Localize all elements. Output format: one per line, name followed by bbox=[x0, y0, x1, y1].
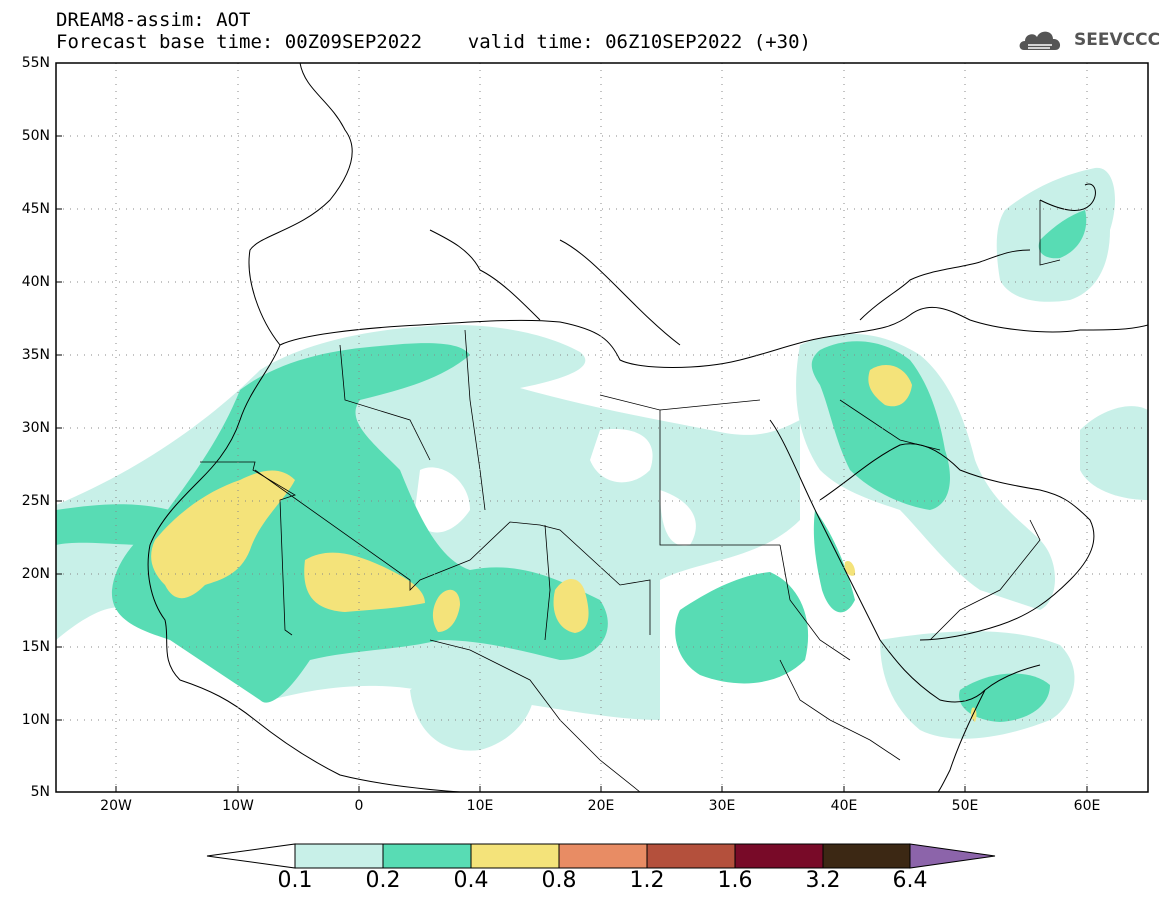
colorbar-segment-6 bbox=[734, 843, 824, 869]
colorbar-label-0.1: 0.1 bbox=[277, 868, 313, 893]
lon-label-50e: 50E bbox=[951, 798, 979, 814]
lat-label-25n: 25N bbox=[21, 493, 50, 509]
colorbar-label-0.8: 0.8 bbox=[541, 868, 577, 893]
lon-label-30e: 30E bbox=[708, 798, 736, 814]
logo-text: SEEVCCC bbox=[1074, 30, 1161, 50]
lon-label-60e: 60E bbox=[1073, 798, 1101, 814]
colorbar-segment-below bbox=[206, 843, 296, 869]
colorbar-segment-1 bbox=[294, 843, 384, 869]
cloud-icon bbox=[1019, 31, 1061, 50]
colorbar-segment-7 bbox=[822, 843, 911, 869]
lat-label-15n: 15N bbox=[21, 639, 50, 655]
lat-label-50n: 50N bbox=[21, 128, 50, 144]
lon-label-10w: 10W bbox=[222, 798, 254, 814]
seevccc-logo: SEEVCCC bbox=[1016, 24, 1160, 56]
lon-label-20w: 20W bbox=[100, 798, 132, 814]
colorbar-label-0.2: 0.2 bbox=[365, 868, 401, 893]
axis-ticks bbox=[56, 135, 1088, 792]
colorbar-segment-2 bbox=[382, 843, 472, 869]
forecast-time-subtitle: Forecast base time: 00Z09SEP2022 valid t… bbox=[56, 31, 811, 53]
colorbar-segment-3 bbox=[470, 843, 560, 869]
lon-label-20e: 20E bbox=[587, 798, 615, 814]
aot-field-0.4 bbox=[151, 365, 977, 722]
lon-label-0: 0 bbox=[354, 798, 364, 814]
colorbar-segment-4 bbox=[558, 843, 648, 869]
lon-label-10e: 10E bbox=[466, 798, 494, 814]
colorbar-label-1.2: 1.2 bbox=[629, 868, 665, 893]
lat-label-40n: 40N bbox=[21, 274, 50, 290]
country-borders bbox=[200, 200, 1061, 792]
lat-label-35n: 35N bbox=[21, 347, 50, 363]
colorbar-label-3.2: 3.2 bbox=[805, 868, 841, 893]
lat-label-10n: 10N bbox=[21, 712, 50, 728]
graticule bbox=[56, 63, 1148, 792]
colorbar-label-0.4: 0.4 bbox=[453, 868, 489, 893]
map-title: DREAM8-assim: AOT bbox=[56, 9, 251, 31]
lat-label-45n: 45N bbox=[21, 201, 50, 217]
lat-label-20n: 20N bbox=[21, 566, 50, 582]
colorbar-label-6.4: 6.4 bbox=[892, 868, 928, 893]
lon-label-40e: 40E bbox=[830, 798, 858, 814]
colorbar-segment-above bbox=[909, 843, 996, 869]
lat-label-55n: 55N bbox=[21, 55, 50, 71]
aot-field-below-0.1 bbox=[415, 429, 926, 603]
aot-field-0.2 bbox=[56, 210, 1087, 722]
colorbar-segment-5 bbox=[646, 843, 736, 869]
lat-label-5n: 5N bbox=[30, 784, 50, 800]
coastlines bbox=[147, 63, 1148, 792]
lat-label-30n: 30N bbox=[21, 420, 50, 436]
colorbar-label-1.6: 1.6 bbox=[717, 868, 753, 893]
